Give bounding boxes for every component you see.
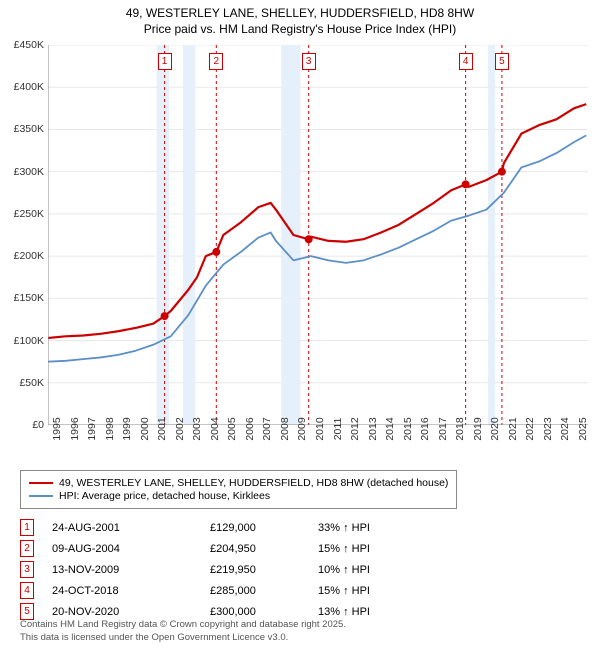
footnote-line2: This data is licensed under the Open Gov… [20,632,346,644]
table-row: 3 13-NOV-2009 £219,950 10% ↑ HPI [20,561,580,578]
title-line2: Price paid vs. HM Land Registry's House … [0,22,600,38]
x-axis-tick-label: 2008 [279,417,291,440]
x-axis-tick-label: 2021 [507,417,519,440]
x-axis-tick-label: 2006 [244,417,256,440]
x-axis-tick-label: 2024 [559,417,571,440]
x-axis-tick-label: 2007 [261,417,273,440]
sale-marker-box: 4 [459,53,473,70]
x-axis-tick-label: 1998 [104,417,116,440]
sale-marker-num: 4 [20,582,34,599]
sale-marker-num: 5 [20,603,34,620]
legend-box: 49, WESTERLEY LANE, SHELLEY, HUDDERSFIEL… [20,470,457,509]
x-axis-tick-label: 2012 [349,417,361,440]
sale-price: £204,950 [210,543,300,555]
x-axis-tick-label: 2005 [226,417,238,440]
x-axis-tick-label: 2017 [437,417,449,440]
plot-svg [48,45,588,425]
legend-and-table: 49, WESTERLEY LANE, SHELLEY, HUDDERSFIEL… [20,470,580,624]
y-axis-tick-label: £100K [0,335,44,347]
sale-date: 20-NOV-2020 [52,606,192,618]
sale-delta: 13% ↑ HPI [318,606,418,618]
sale-date: 24-OCT-2018 [52,585,192,597]
x-axis-tick-label: 2014 [384,417,396,440]
x-axis-tick-label: 2013 [367,417,379,440]
sale-marker-num: 1 [20,519,34,536]
x-axis-tick-label: 1995 [51,417,63,440]
sale-date: 24-AUG-2001 [52,522,192,534]
sale-delta: 33% ↑ HPI [318,522,418,534]
x-axis-tick-label: 2004 [209,417,221,440]
x-axis-tick-label: 2000 [139,417,151,440]
sale-price: £219,950 [210,564,300,576]
legend-row-property: 49, WESTERLEY LANE, SHELLEY, HUDDERSFIEL… [29,477,448,489]
sale-marker-box: 3 [302,53,316,70]
legend-swatch-property [29,482,53,484]
y-axis-tick-label: £400K [0,81,44,93]
x-axis-tick-label: 2015 [402,417,414,440]
x-axis-tick-label: 2025 [577,417,589,440]
y-axis-tick-label: £450K [0,39,44,51]
sale-date: 13-NOV-2009 [52,564,192,576]
table-row: 1 24-AUG-2001 £129,000 33% ↑ HPI [20,519,580,536]
sale-marker-box: 1 [158,53,172,70]
x-axis-tick-label: 2023 [542,417,554,440]
x-axis-tick-label: 1999 [121,417,133,440]
title-block: 49, WESTERLEY LANE, SHELLEY, HUDDERSFIEL… [0,0,600,37]
x-axis-tick-label: 2010 [314,417,326,440]
table-row: 5 20-NOV-2020 £300,000 13% ↑ HPI [20,603,580,620]
x-axis-tick-label: 2002 [174,417,186,440]
footnote: Contains HM Land Registry data © Crown c… [20,619,346,644]
sale-price: £285,000 [210,585,300,597]
table-row: 4 24-OCT-2018 £285,000 15% ↑ HPI [20,582,580,599]
sale-delta: 10% ↑ HPI [318,564,418,576]
legend-swatch-hpi [29,495,53,497]
x-axis-tick-label: 2016 [419,417,431,440]
sale-price: £300,000 [210,606,300,618]
x-axis-tick-label: 2003 [191,417,203,440]
x-axis-tick-label: 2001 [156,417,168,440]
sale-delta: 15% ↑ HPI [318,543,418,555]
sale-delta: 15% ↑ HPI [318,585,418,597]
sale-price: £129,000 [210,522,300,534]
sale-marker-num: 2 [20,540,34,557]
sale-marker-box: 5 [495,53,509,70]
y-axis-tick-label: £50K [0,377,44,389]
x-axis-tick-label: 1997 [86,417,98,440]
y-axis-tick-label: £350K [0,123,44,135]
x-axis-tick-label: 2019 [472,417,484,440]
legend-label-property: 49, WESTERLEY LANE, SHELLEY, HUDDERSFIEL… [59,477,448,489]
y-axis-tick-label: £200K [0,250,44,262]
x-axis-tick-label: 2011 [332,418,344,441]
y-axis-tick-label: £250K [0,208,44,220]
x-axis-tick-label: 2020 [489,417,501,440]
footnote-line1: Contains HM Land Registry data © Crown c… [20,619,346,631]
sale-marker-num: 3 [20,561,34,578]
y-axis-tick-label: £0 [0,419,44,431]
x-axis-tick-label: 2018 [454,417,466,440]
chart-area: £0£50K£100K£150K£200K£250K£300K£350K£400… [48,45,588,425]
table-row: 2 09-AUG-2004 £204,950 15% ↑ HPI [20,540,580,557]
sale-date: 09-AUG-2004 [52,543,192,555]
sales-table: 1 24-AUG-2001 £129,000 33% ↑ HPI 2 09-AU… [20,519,580,620]
legend-label-hpi: HPI: Average price, detached house, Kirk… [59,490,270,502]
y-axis-tick-label: £150K [0,292,44,304]
title-line1: 49, WESTERLEY LANE, SHELLEY, HUDDERSFIEL… [0,6,600,22]
sale-marker-box: 2 [209,53,223,70]
y-axis-tick-label: £300K [0,166,44,178]
legend-row-hpi: HPI: Average price, detached house, Kirk… [29,490,448,502]
chart-container: 49, WESTERLEY LANE, SHELLEY, HUDDERSFIEL… [0,0,600,650]
x-axis-tick-label: 2022 [524,417,536,440]
x-axis-tick-label: 2009 [296,417,308,440]
x-axis-tick-label: 1996 [69,417,81,440]
